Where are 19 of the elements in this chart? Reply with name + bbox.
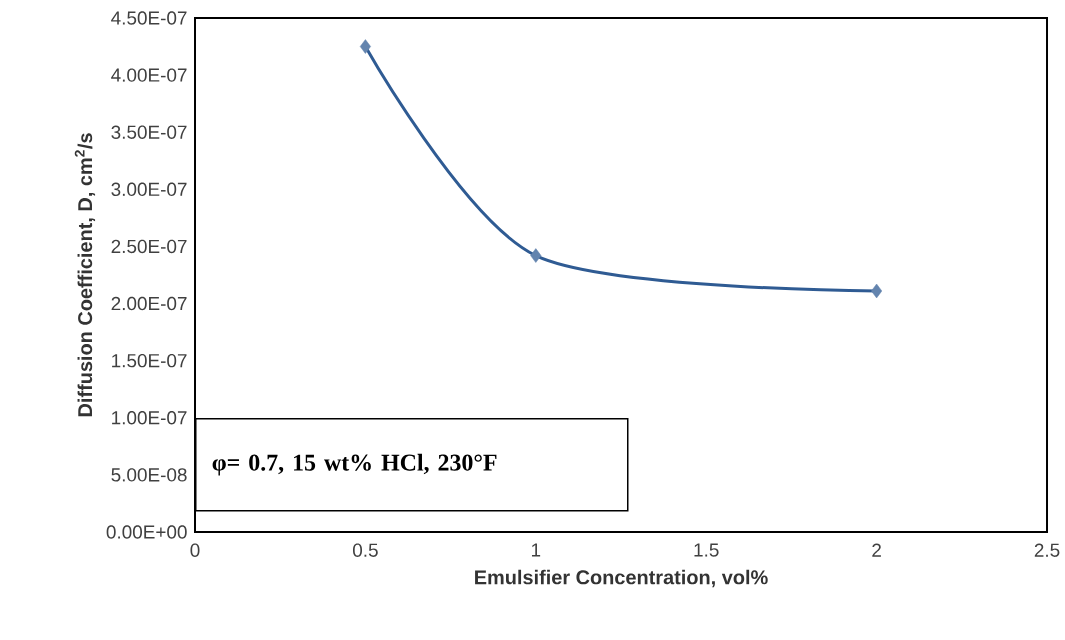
y-tick-label: 1.50E-07 — [112, 353, 187, 368]
y-axis-title: Diffusion Coefficient, D, cm$^{2}$/s — [74, 133, 96, 417]
y-tick-label: 4.00E-07 — [111, 68, 187, 82]
x-tick-label: 2 — [872, 543, 881, 557]
y-tick-label: 1.00E-07 — [112, 411, 187, 425]
x-tick-label: 2.5 — [1034, 543, 1060, 557]
y-tick-label: 5.00E-08 — [111, 468, 187, 482]
y-tick-label: 3.50E-07 — [111, 125, 187, 139]
x-tick-label: 0 — [190, 543, 200, 557]
x-axis-title: Emulsifier Concentration, vol% — [475, 569, 768, 588]
annotation: φ= 0.7, 15 wt% HCl, 230°F — [212, 453, 497, 476]
y-tick-label: 4.50E-07 — [111, 11, 187, 25]
x-tick-label: 1.5 — [694, 543, 719, 557]
y-tick-label: 2.00E-07 — [111, 296, 187, 311]
x-tick-label: 1 — [531, 543, 541, 557]
y-tick-label: 2.50E-07 — [111, 239, 187, 254]
y-tick-label: 3.00E-07 — [111, 182, 187, 197]
y-tick-label: 0.00E+00 — [106, 525, 187, 539]
x-tick-label: 0.5 — [352, 543, 378, 557]
